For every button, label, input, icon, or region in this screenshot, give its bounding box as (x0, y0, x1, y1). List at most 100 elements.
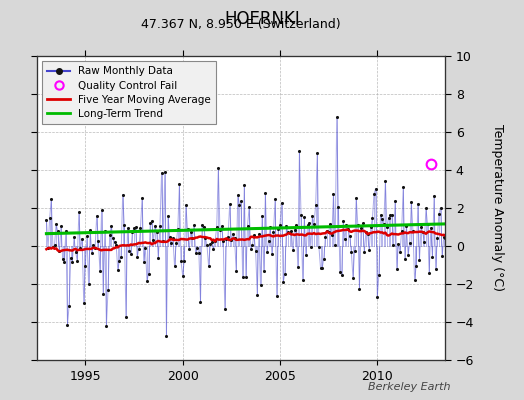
Point (295, 148, 303, 154)
Point (415, 257, 423, 263)
Point (227, 237, 235, 243)
Point (410, 277, 419, 283)
Point (93, 212, 101, 219)
Point (65, 302, 73, 309)
Point (188, 234, 196, 241)
Point (183, 226, 192, 232)
Point (118, 191, 127, 198)
Point (89, 242, 97, 248)
Point (57, 223, 65, 230)
Point (145, 270, 153, 277)
Point (318, 265, 326, 272)
Point (102, 322, 111, 329)
Point (162, 333, 171, 340)
Text: Berkeley Earth: Berkeley Earth (368, 382, 451, 392)
Point (128, 228, 137, 235)
Point (358, 220, 367, 227)
Point (258, 213, 266, 220)
Point (310, 221, 318, 227)
Point (443, 238, 451, 244)
Point (292, 222, 300, 228)
Point (112, 242, 121, 248)
Point (86, 227, 94, 234)
Point (91, 245, 99, 251)
Point (321, 234, 330, 240)
Point (74, 209, 83, 215)
Point (409, 228, 417, 234)
Point (169, 235, 177, 241)
Point (355, 285, 364, 292)
Point (55, 248, 63, 254)
Point (282, 223, 291, 229)
Point (46, 215, 54, 221)
Point (336, 269, 344, 275)
Point (172, 240, 180, 247)
Point (320, 256, 328, 262)
Point (334, 203, 343, 210)
Point (173, 226, 182, 232)
Point (235, 202, 244, 208)
Point (253, 291, 261, 298)
Point (444, 194, 453, 200)
Point (289, 246, 297, 253)
Point (248, 242, 257, 248)
Point (73, 258, 81, 264)
Point (420, 239, 429, 245)
Point (68, 258, 77, 265)
Point (281, 271, 289, 277)
Point (297, 212, 305, 219)
Point (412, 262, 420, 269)
Point (259, 268, 268, 274)
Point (53, 228, 62, 235)
Point (266, 224, 275, 231)
Point (96, 268, 104, 274)
Point (436, 205, 445, 211)
Point (381, 178, 389, 184)
Point (217, 223, 226, 229)
Point (120, 222, 128, 228)
Point (229, 230, 237, 237)
Point (154, 255, 162, 261)
Point (99, 290, 107, 297)
Point (198, 222, 206, 228)
Point (337, 272, 346, 278)
Point (71, 249, 80, 255)
Point (391, 198, 399, 204)
Point (269, 229, 278, 235)
Point (311, 202, 320, 208)
Point (274, 225, 282, 232)
Point (365, 247, 374, 253)
Point (406, 240, 414, 246)
Point (290, 226, 299, 233)
Point (81, 263, 90, 269)
Point (187, 228, 195, 235)
Point (115, 258, 124, 264)
Point (271, 196, 279, 202)
Point (214, 165, 223, 171)
Point (237, 198, 245, 204)
Point (224, 233, 232, 240)
Point (105, 232, 114, 238)
Point (193, 245, 201, 251)
Point (88, 250, 96, 256)
Point (397, 228, 406, 234)
Point (419, 229, 427, 235)
Point (263, 249, 271, 256)
Point (360, 249, 368, 255)
Point (203, 242, 211, 248)
Point (177, 258, 185, 264)
Point (368, 215, 377, 222)
Point (185, 246, 193, 252)
Text: HOERNKI: HOERNKI (224, 10, 300, 28)
Point (326, 221, 334, 227)
Point (221, 306, 229, 312)
Point (396, 248, 404, 255)
Point (209, 246, 217, 252)
Point (302, 252, 310, 258)
Point (339, 218, 347, 224)
Point (242, 274, 250, 280)
Point (428, 254, 436, 260)
Point (423, 221, 432, 228)
Point (440, 234, 448, 240)
Point (208, 239, 216, 245)
